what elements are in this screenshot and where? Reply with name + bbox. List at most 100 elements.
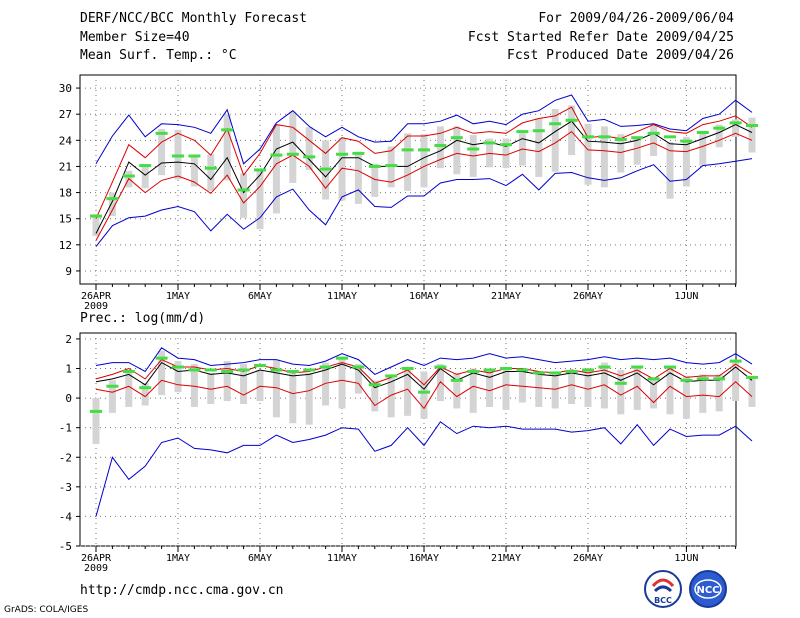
prec-observed-marker: [270, 368, 283, 372]
temp-observed-marker: [582, 135, 594, 139]
temp-spread-box: [699, 132, 707, 166]
prec-observed-marker: [303, 368, 316, 372]
temp-spread-box: [190, 155, 198, 187]
temp-observed-marker: [336, 152, 348, 156]
temp-observed-marker: [139, 164, 152, 168]
prec-xtick-label: 26MAY: [573, 553, 603, 564]
temp-spread-box: [682, 136, 690, 187]
temp-xtick-label: 16MAY: [409, 291, 439, 302]
temp-spread-box: [404, 133, 412, 191]
temp-spread-box: [502, 138, 510, 169]
prec-spread-box: [223, 361, 231, 402]
temp-observed-marker: [90, 214, 102, 218]
prec-observed-marker: [418, 390, 430, 394]
temp-spread-box: [748, 117, 756, 153]
prec-observed-marker: [565, 369, 578, 373]
temp-spread-box: [551, 108, 559, 172]
temperature-panel: 9 12 15 18 21 24 27 30 26APR 1MAY 6MAY 11MAY 16MAY 21…: [59, 74, 758, 312]
prec-xtick-label: 1JUN: [674, 553, 698, 564]
prec-spread-box: [633, 368, 641, 410]
precipitation-variable-label: Prec.: log(mm/d): [80, 311, 205, 326]
temp-observed-marker: [729, 121, 742, 125]
temp-observed-marker: [680, 139, 693, 143]
temp-observed-marker: [237, 188, 250, 192]
temp-spread-box: [453, 126, 461, 175]
temp-xtick-label: 1JUN: [674, 291, 698, 302]
temp-observed-marker: [303, 155, 316, 159]
prec-observed-marker: [188, 368, 201, 372]
temp-observed-marker: [664, 135, 676, 139]
temp-spread-box: [436, 126, 444, 169]
prec-observed-marker: [254, 364, 266, 368]
temp-spread-box: [732, 119, 740, 137]
prec-observed-marker: [221, 369, 234, 373]
temp-spread-box: [256, 169, 264, 230]
prec-observed-marker: [500, 367, 512, 370]
temp-spread-box: [289, 111, 297, 183]
prec-observed-marker: [631, 365, 644, 369]
prec-spread-box: [240, 364, 248, 404]
ncc-logo-icon: NCC: [689, 570, 727, 608]
temp-observed-marker: [631, 136, 644, 140]
prec-xtick-label: 21MAY: [491, 553, 521, 564]
prec-ytick-label: -3: [59, 481, 72, 494]
temp-spread-box: [223, 114, 231, 181]
temp-ytick-label: 30: [59, 82, 72, 95]
prec-observed-marker: [237, 368, 250, 372]
forecast-produced-label: Fcst Produced Date 2009/04/26: [507, 48, 734, 63]
prec-xtick-label: 1MAY: [166, 553, 190, 564]
prec-ytick-label: 2: [65, 333, 72, 346]
precipitation-panel: -5 -4 -3 -2 -1 0 1 2 26APR 1MAY 6MAY 11MAY 16MAY 21MA…: [59, 311, 758, 574]
temp-spread-box: [207, 154, 215, 191]
temp-lower-spread-line: [95, 130, 753, 241]
grads-credit: GrADS: COLA/IGES: [4, 605, 89, 615]
prec-observed-marker: [598, 365, 611, 369]
temp-spread-box: [535, 118, 543, 177]
prec-observed-marker: [664, 365, 676, 369]
prec-spread-box: [289, 372, 297, 424]
prec-spread-box: [617, 369, 625, 415]
temp-observed-marker: [516, 130, 529, 134]
prec-observed-marker: [516, 368, 529, 372]
temp-max-member-line: [95, 94, 753, 165]
ncc-logo-text: NCC: [696, 585, 719, 596]
prec-observed-marker: [385, 374, 398, 378]
prec-observed-marker: [319, 365, 332, 369]
prec-observed-marker: [401, 367, 414, 370]
temp-observed-marker: [270, 153, 283, 157]
temp-spread-box: [92, 214, 100, 237]
temp-observed-marker: [254, 168, 266, 172]
temp-min-member-line: [95, 158, 753, 247]
temp-spread-box: [420, 134, 428, 188]
prec-spread-box: [715, 374, 723, 412]
temp-observed-marker: [434, 144, 447, 148]
temp-observed-marker: [319, 167, 332, 171]
temp-ytick-label: 21: [59, 160, 72, 173]
temp-observed-marker: [500, 143, 512, 147]
temp-xtick-year: 2009: [84, 301, 108, 312]
prec-spread-box: [502, 368, 510, 410]
prec-observed-marker: [90, 409, 102, 413]
prec-max-member-line: [95, 347, 753, 375]
prec-observed-marker: [467, 369, 480, 373]
prec-spread-box: [486, 368, 494, 407]
temp-observed-marker: [647, 131, 660, 135]
temp-upper-spread-line: [95, 106, 753, 219]
temp-observed-marker: [549, 122, 562, 126]
prec-observed-marker: [450, 378, 463, 382]
temp-observed-marker: [565, 118, 578, 122]
prec-spread-box: [108, 380, 116, 413]
prec-spread-box: [92, 398, 100, 444]
temp-observed-marker: [467, 147, 480, 151]
prec-spread-box: [535, 372, 543, 407]
temp-ytick-label: 15: [59, 213, 72, 226]
temp-observed-marker: [418, 148, 430, 152]
temp-xtick-label: 6MAY: [248, 291, 272, 302]
prec-ytick-label: -5: [59, 540, 72, 553]
prec-spread-box: [174, 361, 182, 393]
prec-spread-box: [453, 372, 461, 409]
prec-xtick-label: 16MAY: [409, 553, 439, 564]
temp-observed-marker: [286, 152, 299, 156]
prec-observed-marker: [713, 377, 726, 381]
temp-observed-marker: [483, 141, 496, 145]
